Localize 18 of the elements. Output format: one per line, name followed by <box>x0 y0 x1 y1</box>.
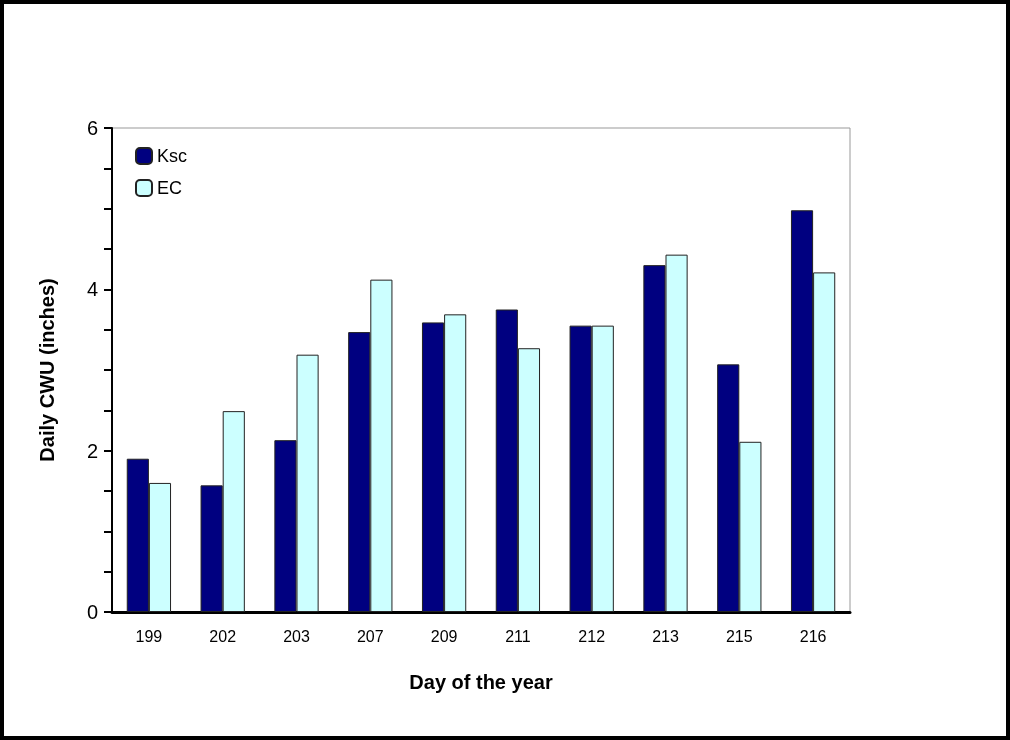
x-axis-title: Day of the year <box>409 671 553 693</box>
x-tick-label: 212 <box>578 627 606 645</box>
x-tick-label: 216 <box>799 627 827 645</box>
y-tick-label: 6 <box>86 117 98 139</box>
x-tick-label: 203 <box>283 627 310 645</box>
x-tick-label: 202 <box>209 627 237 645</box>
y-tick-label: 0 <box>86 601 98 623</box>
x-tick-label: 215 <box>725 627 753 645</box>
x-tick-label: 211 <box>505 627 531 645</box>
y-axis-title: Daily CWU (inches) <box>36 278 58 462</box>
x-tick-label: 209 <box>430 627 458 645</box>
legend-label: EC <box>157 178 183 198</box>
x-tick-label: 207 <box>356 627 384 645</box>
y-tick-label: 4 <box>86 278 98 301</box>
x-tick-label: 213 <box>652 627 679 645</box>
legend-label: Ksc <box>157 146 188 166</box>
y-tick-label: 2 <box>86 439 98 462</box>
x-tick-label: 199 <box>135 627 163 645</box>
